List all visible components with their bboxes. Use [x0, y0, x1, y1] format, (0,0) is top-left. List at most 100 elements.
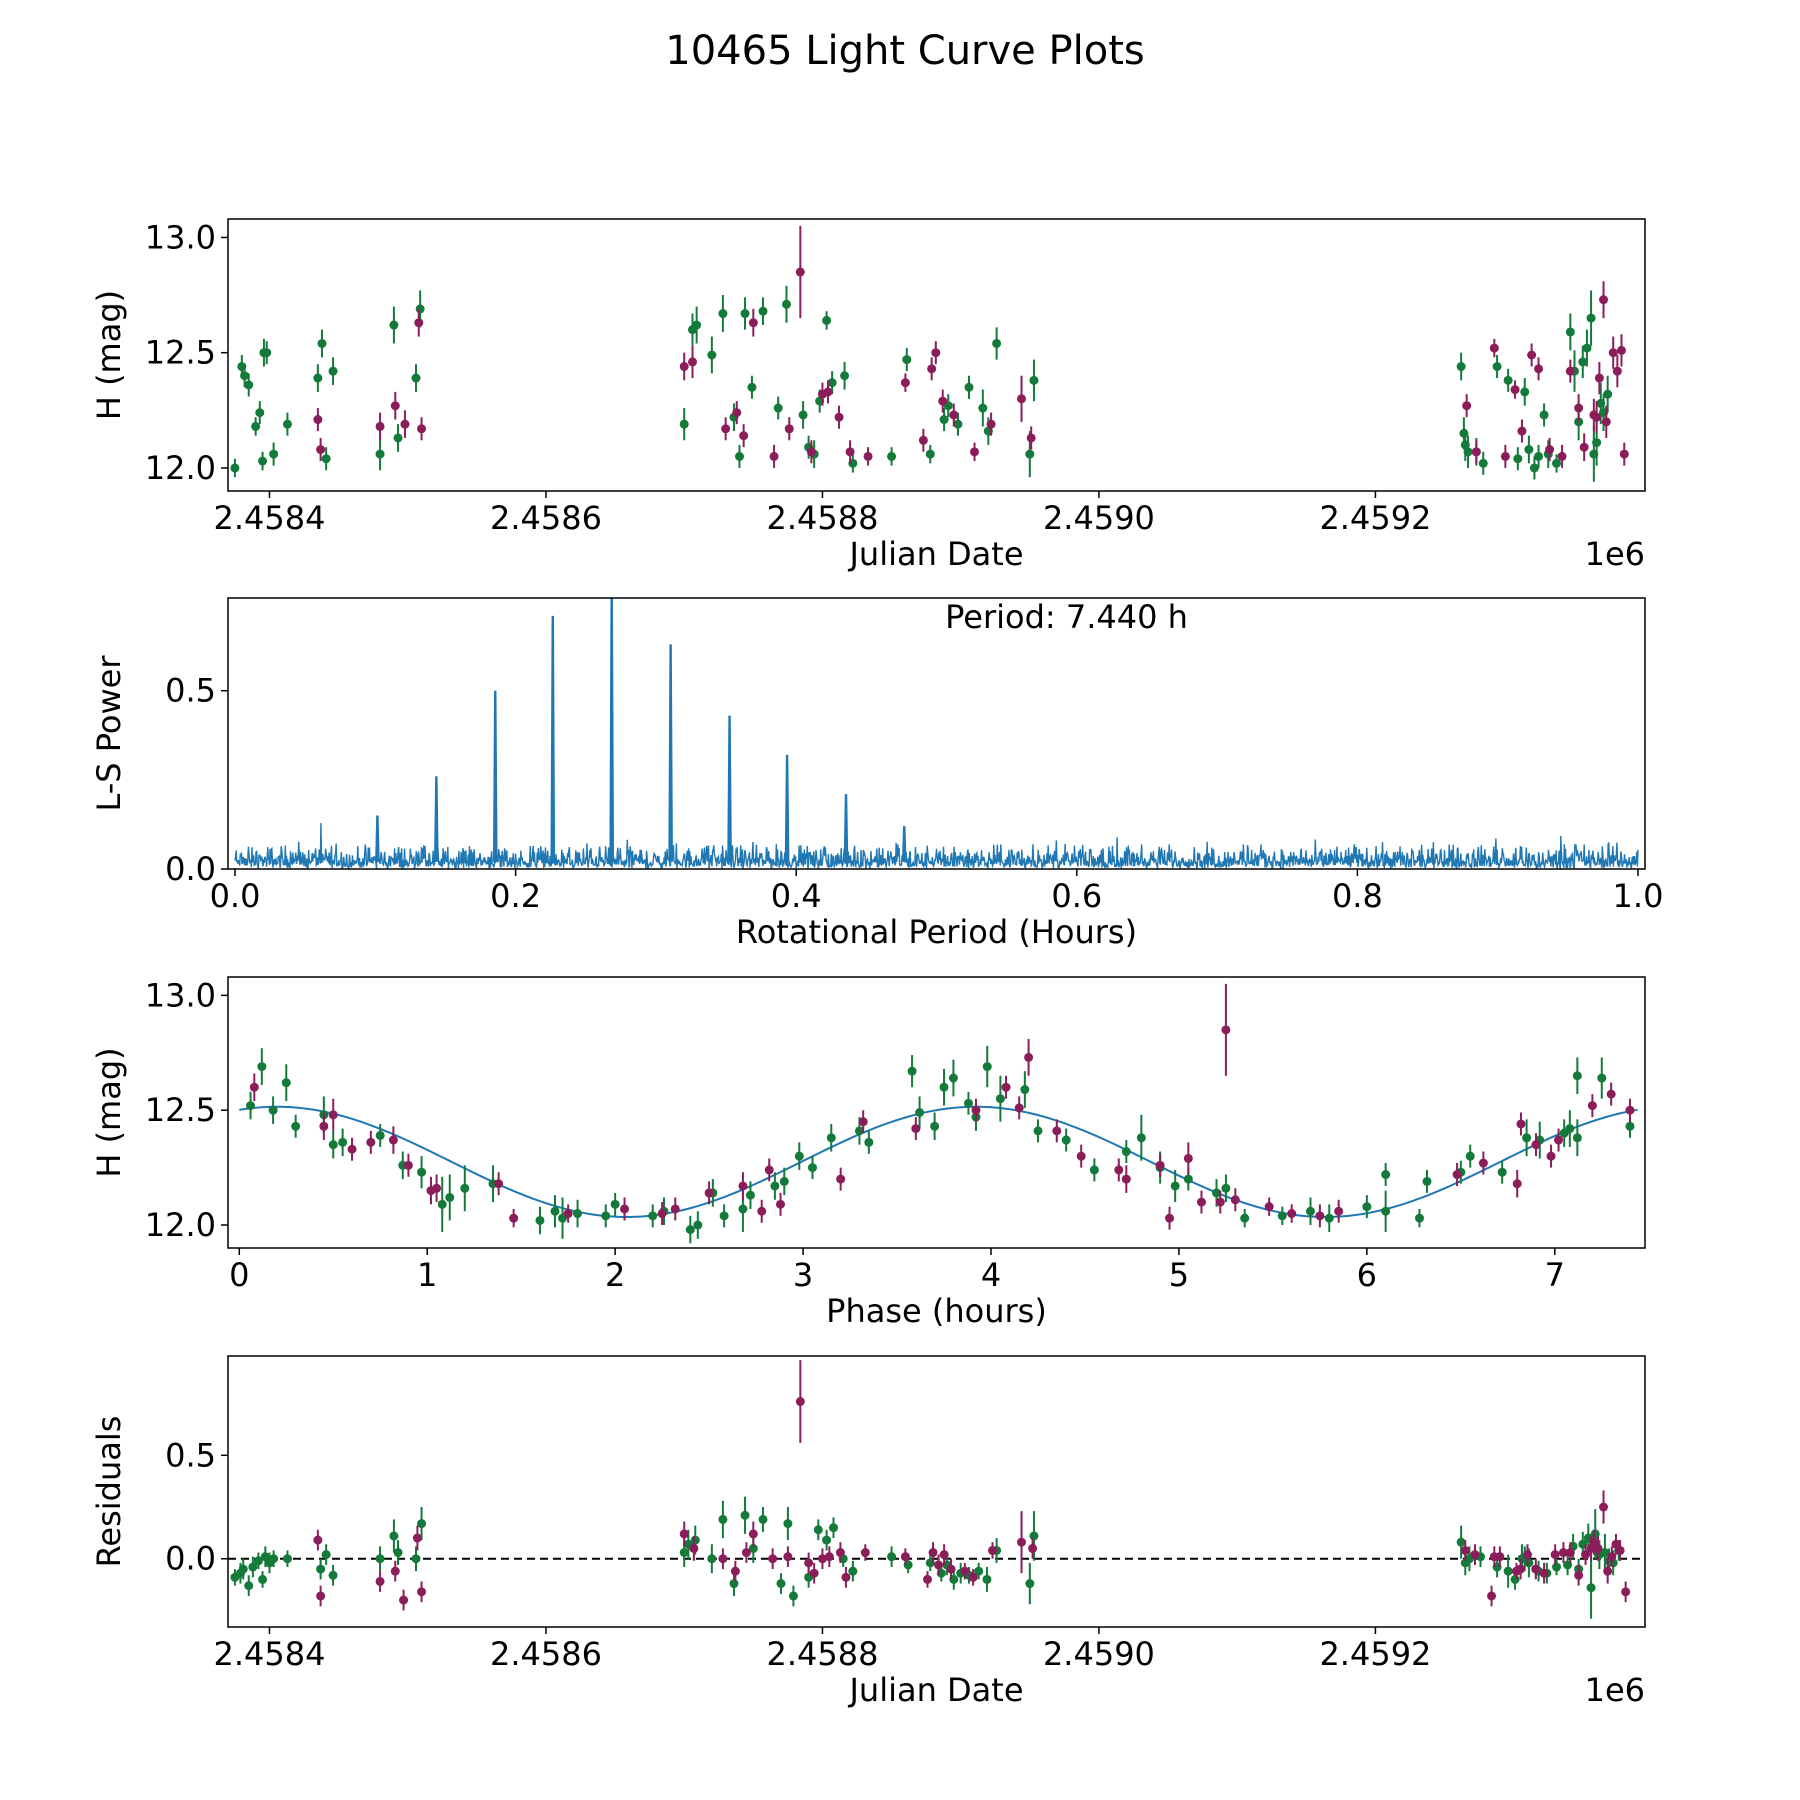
data-point: [1381, 1170, 1391, 1180]
data-point: [1121, 1147, 1131, 1157]
data-point: [1529, 463, 1539, 473]
data-point: [1600, 1548, 1610, 1558]
data-point: [291, 1121, 301, 1131]
x-axis-label: Rotational Period (Hours): [736, 913, 1137, 951]
data-point: [982, 1062, 992, 1072]
data-point: [414, 318, 424, 328]
data-point: [918, 435, 928, 445]
data-point: [317, 338, 327, 348]
x-tick-label: 2.4584: [213, 1635, 325, 1673]
data-point: [795, 1397, 805, 1407]
data-point: [707, 350, 717, 360]
x-offset-label: 1e6: [1585, 1671, 1645, 1709]
data-point: [1603, 389, 1613, 399]
data-point: [1565, 327, 1575, 337]
data-point: [1558, 1548, 1568, 1558]
data-point: [806, 447, 816, 457]
data-point: [282, 419, 292, 429]
x-tick-label: 7: [1545, 1256, 1565, 1294]
data-point: [258, 456, 268, 466]
data-point: [255, 408, 265, 418]
period-annotation: Period: 7.440 h: [945, 598, 1188, 636]
data-point: [1497, 1167, 1507, 1177]
data-point: [739, 431, 749, 441]
data-point: [841, 1572, 851, 1582]
data-point: [411, 373, 421, 383]
data-point: [1114, 1165, 1124, 1175]
periodogram-peak: [901, 826, 907, 862]
data-point: [1510, 385, 1520, 395]
data-point: [773, 403, 783, 413]
data-point: [393, 1548, 403, 1558]
data-point: [939, 1550, 949, 1560]
data-point: [648, 1211, 658, 1221]
data-point: [1495, 1552, 1505, 1562]
data-point: [244, 380, 254, 390]
data-point: [1534, 364, 1544, 374]
data-point: [1315, 1211, 1325, 1221]
data-point: [1531, 1140, 1541, 1150]
y-tick-label: 0.5: [165, 672, 216, 710]
data-point: [321, 454, 331, 464]
x-tick-label: 1.0: [1613, 877, 1664, 915]
data-point: [949, 410, 959, 420]
data-point: [788, 1591, 798, 1601]
data-point: [995, 1094, 1005, 1104]
y-tick-label: 12.5: [145, 334, 216, 372]
data-point: [535, 1215, 545, 1225]
data-point: [887, 451, 897, 461]
y-tick-label: 13.0: [145, 218, 216, 256]
data-point: [822, 315, 832, 325]
data-point: [1001, 1082, 1011, 1092]
data-point: [248, 1562, 258, 1572]
data-point: [769, 451, 779, 461]
data-point: [848, 1566, 858, 1576]
data-point: [1170, 1181, 1180, 1191]
data-point: [768, 1554, 778, 1564]
data-point: [809, 1568, 819, 1578]
data-point: [1478, 1158, 1488, 1168]
data-point: [417, 1519, 427, 1529]
data-point: [1052, 1126, 1062, 1136]
data-point: [741, 1548, 751, 1558]
data-point: [1136, 1133, 1146, 1143]
data-point: [244, 1581, 254, 1591]
data-point: [282, 1554, 292, 1564]
x-axis-label: Phase (hours): [826, 1292, 1047, 1330]
data-point: [268, 1105, 278, 1115]
data-point: [718, 1514, 728, 1524]
data-point: [858, 1117, 868, 1127]
x-tick-label: 3: [793, 1256, 813, 1294]
data-point: [1601, 417, 1611, 427]
data-point: [1539, 410, 1549, 420]
data-point: [610, 1199, 620, 1209]
data-point: [1014, 1103, 1024, 1113]
data-point: [1578, 357, 1588, 367]
periodogram-peak: [843, 794, 849, 862]
data-point: [1522, 1550, 1532, 1560]
data-series: [313, 225, 1629, 468]
x-tick-label: 0: [229, 1256, 249, 1294]
data-point: [670, 1204, 680, 1214]
data-point: [747, 382, 757, 392]
data-point: [1545, 445, 1555, 455]
data-point: [1516, 1119, 1526, 1129]
data-point: [704, 1188, 714, 1198]
data-point: [1478, 458, 1488, 468]
data-point: [249, 1082, 259, 1092]
data-point: [779, 1176, 789, 1186]
periodogram-peak: [668, 644, 673, 862]
x-tick-label: 2.4586: [490, 1635, 602, 1673]
data-point: [740, 309, 750, 319]
panel-lightcurve: 2.4584 2.4586 2.4588 2.4590 2.4592 12.0 12.5 13…: [90, 218, 1646, 573]
data-point: [1465, 1151, 1475, 1161]
data-point: [1462, 401, 1472, 411]
data-point: [1165, 1213, 1175, 1223]
data-point: [1531, 1564, 1541, 1574]
periodogram-peak: [492, 690, 498, 862]
data-point: [1534, 451, 1544, 461]
panel-periodogram: 0.0 0.2 0.4 0.6 0.8 1.0 0.0 0.5 Rotational Perio…: [90, 597, 1664, 951]
data-point: [412, 1533, 422, 1543]
data-point: [963, 1098, 973, 1108]
y-tick-label: 13.0: [145, 976, 216, 1014]
